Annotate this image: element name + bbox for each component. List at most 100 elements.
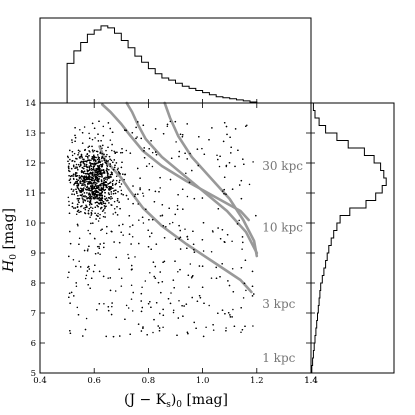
scatter-point: [88, 176, 90, 179]
y-tick-label: 5: [31, 369, 36, 379]
scatter-point: [193, 249, 195, 251]
scatter-point: [107, 177, 109, 179]
scatter-point: [75, 190, 78, 193]
scatter-point: [83, 126, 86, 128]
scatter-point: [93, 158, 96, 161]
scatter-point: [193, 321, 195, 324]
scatter-point: [85, 155, 87, 157]
scatter-point: [108, 155, 111, 158]
scatter-point: [186, 235, 188, 238]
scatter-point: [89, 196, 92, 199]
scatter-point: [79, 191, 81, 193]
scatter-point: [88, 155, 90, 157]
scatter-point: [101, 165, 103, 167]
scatter-point: [92, 175, 95, 177]
scatter-point: [136, 167, 139, 170]
scatter-point: [120, 189, 123, 192]
scatter-point: [112, 161, 114, 164]
scatter-point: [113, 150, 115, 153]
scatter-point: [98, 247, 101, 249]
scatter-point: [103, 157, 105, 160]
scatter-point: [131, 131, 134, 134]
scatter-point: [86, 180, 88, 183]
scatter-point: [88, 137, 91, 140]
scatter-point: [100, 229, 102, 231]
scatter-point: [79, 129, 81, 131]
scatter-point: [83, 172, 85, 174]
scatter-point: [99, 201, 102, 204]
scatter-point: [80, 210, 82, 213]
scatter-point: [186, 247, 188, 250]
scatter-point: [83, 170, 86, 172]
scatter-point: [88, 159, 91, 162]
scatter-point: [228, 162, 231, 164]
scatter-point: [175, 141, 177, 143]
scatter-point: [113, 159, 116, 161]
scatter-point: [70, 167, 73, 170]
scatter-point: [98, 194, 101, 196]
scatter-point: [102, 187, 104, 189]
scatter-point: [177, 193, 179, 196]
scatter-point: [251, 285, 254, 287]
scatter-point: [245, 289, 247, 292]
scatter-point: [102, 200, 105, 203]
scatter-point: [105, 162, 108, 165]
scatter-point: [77, 169, 79, 171]
scatter-point: [117, 171, 120, 173]
scatter-point: [181, 134, 184, 136]
scatter-point: [251, 295, 254, 297]
scatter-point: [203, 153, 206, 156]
scatter-point: [145, 208, 147, 211]
scatter-point: [102, 144, 104, 147]
scatter-point: [172, 309, 175, 311]
scatter-point: [73, 182, 76, 185]
scatter-point: [93, 149, 96, 152]
scatter-point: [104, 216, 106, 218]
scatter-point: [240, 179, 243, 182]
scatter-point: [77, 184, 79, 187]
scatter-point: [240, 331, 242, 334]
scatter-point: [97, 168, 100, 170]
scatter-point: [91, 169, 94, 171]
scatter-point: [94, 188, 97, 190]
scatter-point: [121, 161, 123, 164]
scatter-point: [72, 258, 75, 261]
scatter-point: [90, 169, 93, 171]
scatter-point: [90, 206, 92, 209]
scatter-point: [69, 332, 72, 334]
scatter-point: [95, 168, 97, 170]
scatter-point: [185, 303, 188, 305]
scatter-point: [100, 157, 103, 160]
scatter-point: [91, 157, 94, 160]
scatter-point: [98, 170, 100, 173]
scatter-point: [192, 243, 195, 245]
scatter-point: [223, 176, 226, 179]
isochrone-line: [163, 101, 259, 258]
scatter-point: [84, 172, 87, 175]
scatter-point: [131, 224, 134, 226]
scatter-point: [76, 182, 78, 184]
scatter-point: [80, 170, 83, 173]
scatter-point: [148, 162, 151, 165]
scatter-point: [82, 188, 85, 191]
scatter-point: [127, 253, 129, 256]
scatter-point: [148, 188, 151, 191]
scatter-point: [90, 165, 93, 167]
scatter-point: [201, 239, 204, 241]
scatter-point: [112, 213, 114, 215]
scatter-point: [105, 181, 108, 184]
scatter-point: [168, 207, 170, 209]
scatter-point: [96, 173, 99, 175]
scatter-point: [101, 156, 103, 159]
scatter-point: [96, 187, 99, 190]
scatter-point: [74, 134, 76, 137]
scatter-point: [84, 183, 86, 186]
scatter-point: [123, 178, 125, 181]
scatter-point: [84, 206, 87, 209]
scatter-point: [101, 160, 103, 162]
scatter-point: [103, 189, 106, 192]
scatter-point: [100, 180, 103, 183]
scatter-point: [240, 306, 242, 309]
scatter-point: [72, 190, 74, 192]
scatter-point: [77, 179, 80, 181]
